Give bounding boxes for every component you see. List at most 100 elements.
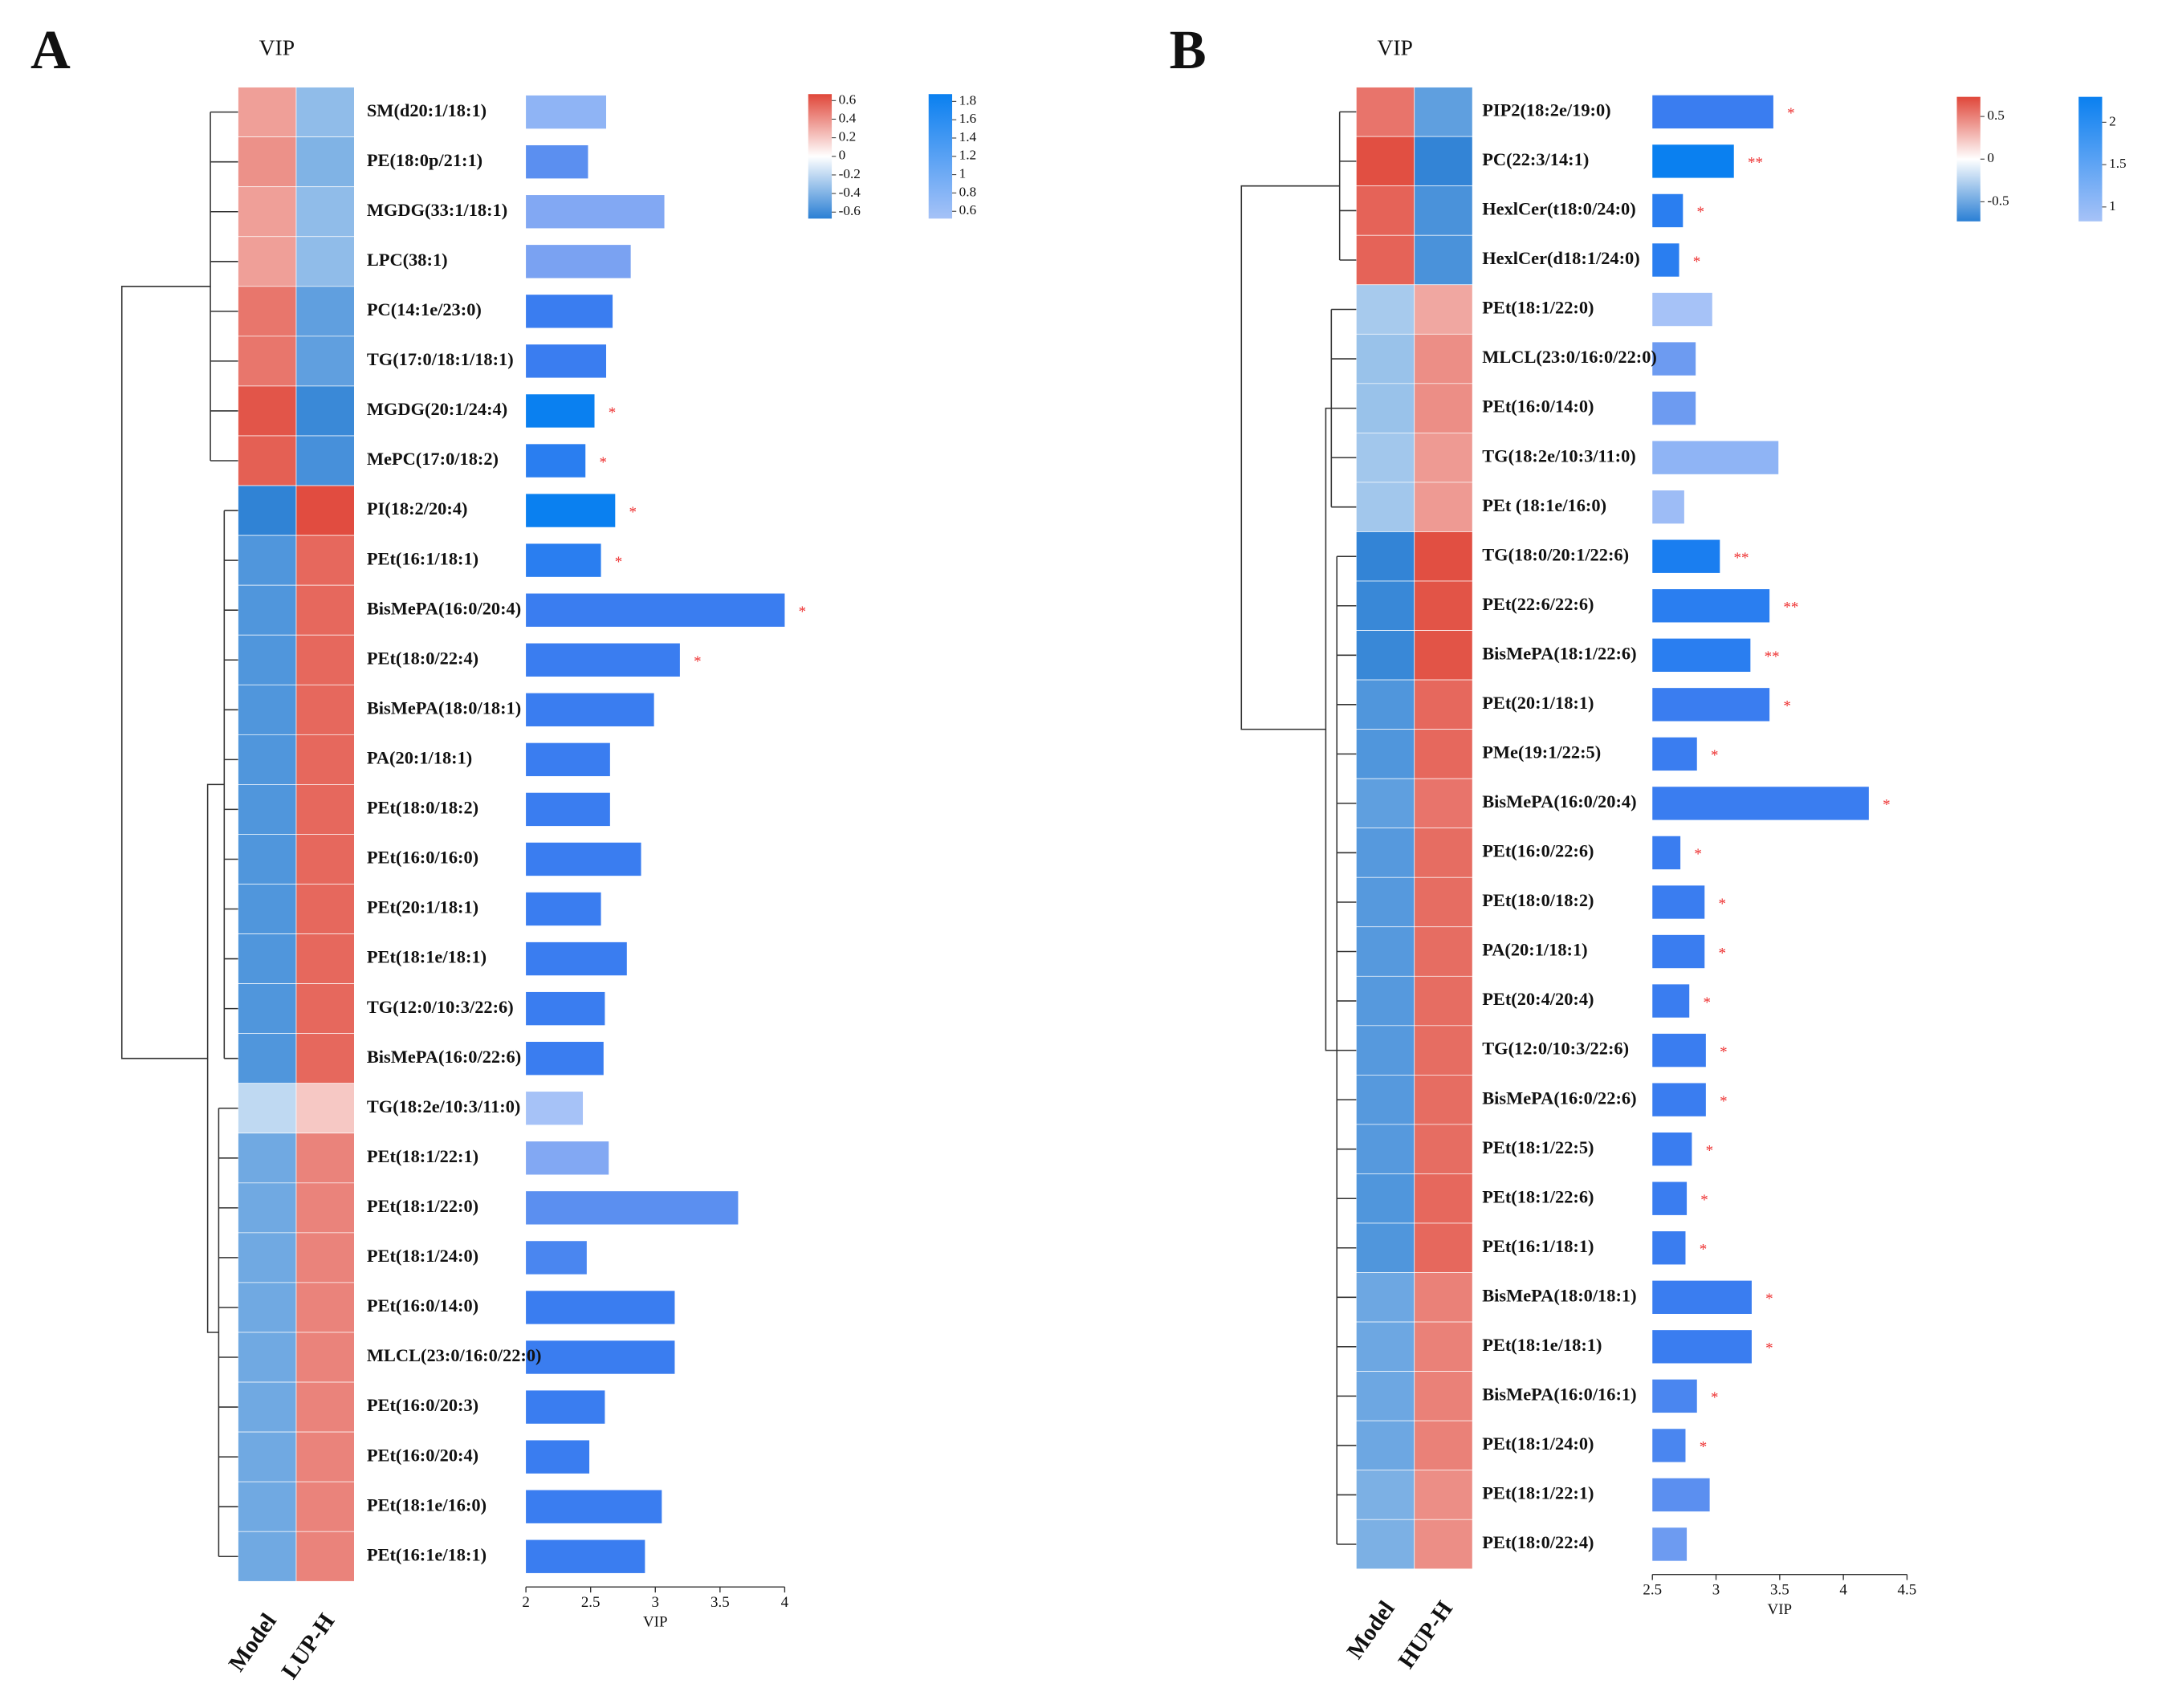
heat-cell (238, 535, 297, 586)
row-label: PEt(16:1/18:1) (367, 548, 478, 568)
row-label: PEt(22:6/22:6) (1482, 594, 1594, 614)
heat-cell (1356, 926, 1415, 977)
heat-cell (1414, 1075, 1473, 1125)
heat-cell (1356, 433, 1415, 483)
bar (1652, 1033, 1706, 1068)
heat-cell (295, 1332, 355, 1383)
colorbar-label: -0.2 (839, 166, 861, 181)
heat-cell (238, 734, 297, 785)
heat-cell (1356, 1075, 1415, 1125)
heat-cell (295, 684, 355, 735)
bar (526, 1340, 675, 1374)
bar (1652, 539, 1720, 573)
heat-cell (238, 87, 297, 137)
row-label: TG(18:0/20:1/22:6) (1482, 544, 1629, 564)
x-tick-label: 3 (1712, 1582, 1720, 1599)
bar (526, 245, 631, 279)
row-label: PEt (18:1e/16:0) (1482, 495, 1606, 515)
bar (1652, 1231, 1686, 1265)
row-label: PEt(18:1/24:0) (1482, 1434, 1594, 1454)
bar (1652, 342, 1696, 376)
x-tick-label: 2.5 (581, 1594, 601, 1611)
heat-cell (1414, 185, 1473, 236)
bar (1652, 836, 1681, 870)
heat-cell (295, 136, 355, 188)
heat-cell (238, 485, 297, 536)
heat-cell (238, 933, 297, 984)
heat-cell (238, 186, 297, 238)
heat-cell (295, 1033, 355, 1084)
row-label: BisMePA(18:0/18:1) (367, 697, 521, 718)
row-label: PEt(18:1/22:0) (367, 1196, 478, 1216)
heat-cell (1356, 136, 1415, 187)
bar (1652, 638, 1751, 672)
heat-cell (1356, 383, 1415, 433)
significance: * (1711, 747, 1718, 764)
significance: * (615, 554, 622, 571)
significance: * (1700, 1439, 1707, 1456)
heat-cell (1356, 630, 1415, 681)
row-label: PEt(18:1e/16:0) (367, 1494, 487, 1515)
significance: * (1719, 896, 1726, 913)
bar (526, 394, 595, 428)
heat-cell (238, 1381, 297, 1433)
row-label: PEt(20:4/20:4) (1482, 989, 1594, 1009)
bar (526, 1539, 645, 1573)
panel-label: A (31, 19, 71, 80)
heat-cell (1414, 1470, 1473, 1520)
dendrogram (206, 783, 225, 1333)
bar (1652, 1330, 1752, 1364)
row-label: PEt(18:0/22:4) (1482, 1532, 1594, 1552)
heat-cell (1356, 531, 1415, 582)
heat-cell (295, 734, 355, 785)
heat-cell (1414, 433, 1473, 483)
colorbar-label: 0.4 (839, 110, 857, 125)
heat-cell (1356, 87, 1415, 137)
row-label: TG(12:0/10:3/22:6) (1482, 1039, 1629, 1059)
row-label: PEt(18:1/22:1) (367, 1146, 478, 1166)
heat-cell (295, 87, 355, 137)
row-label: PEt(18:1e/18:1) (1482, 1335, 1602, 1355)
bar (1652, 1132, 1692, 1166)
bar (1652, 885, 1705, 919)
row-label: PE(18:0p/21:1) (367, 150, 482, 170)
bar (526, 494, 616, 527)
heat-cell (295, 983, 355, 1035)
significance: * (609, 405, 616, 421)
row-label: PEt(18:1/22:5) (1482, 1137, 1594, 1157)
heat-cell (1356, 876, 1415, 928)
x-tick-label: 3.5 (1770, 1582, 1789, 1599)
significance: * (1694, 846, 1701, 863)
bar (526, 1241, 587, 1275)
heat-cell (1414, 1321, 1473, 1372)
row-label: TG(18:2e/10:3/11:0) (1482, 445, 1636, 466)
heat-cell (1414, 482, 1473, 532)
heat-cell (295, 435, 355, 486)
bar (1652, 292, 1712, 327)
heat-cell (295, 186, 355, 238)
bar (526, 95, 607, 129)
colorbar-label: -0.6 (839, 203, 861, 218)
heat-cell (1414, 1519, 1473, 1570)
row-label: PC(14:1e/23:0) (367, 299, 482, 319)
bar (526, 1440, 590, 1474)
bar (1652, 391, 1696, 425)
bar (526, 792, 610, 827)
heat-cell (1414, 975, 1473, 1027)
heat-cell (1414, 531, 1473, 582)
row-label: SM(d20:1/18:1) (367, 100, 487, 120)
heat-cell (295, 1282, 355, 1333)
row-label: PIP2(18:2e/19:0) (1482, 100, 1610, 120)
significance: ** (1783, 600, 1798, 616)
row-label: PEt(20:1/18:1) (367, 897, 478, 917)
heat-cell (1356, 185, 1415, 236)
significance: * (1706, 1142, 1713, 1159)
colorbar-label: 1.6 (959, 111, 977, 126)
x-tick-label: 4 (1839, 1582, 1847, 1599)
heat-cell (1414, 1272, 1473, 1323)
bar (526, 1141, 609, 1175)
heat-cell (1356, 1025, 1415, 1076)
row-label: BisMePA(16:0/16:1) (1482, 1385, 1636, 1405)
x-tick-label: 3 (652, 1594, 659, 1611)
heat-cell (1414, 1371, 1473, 1421)
